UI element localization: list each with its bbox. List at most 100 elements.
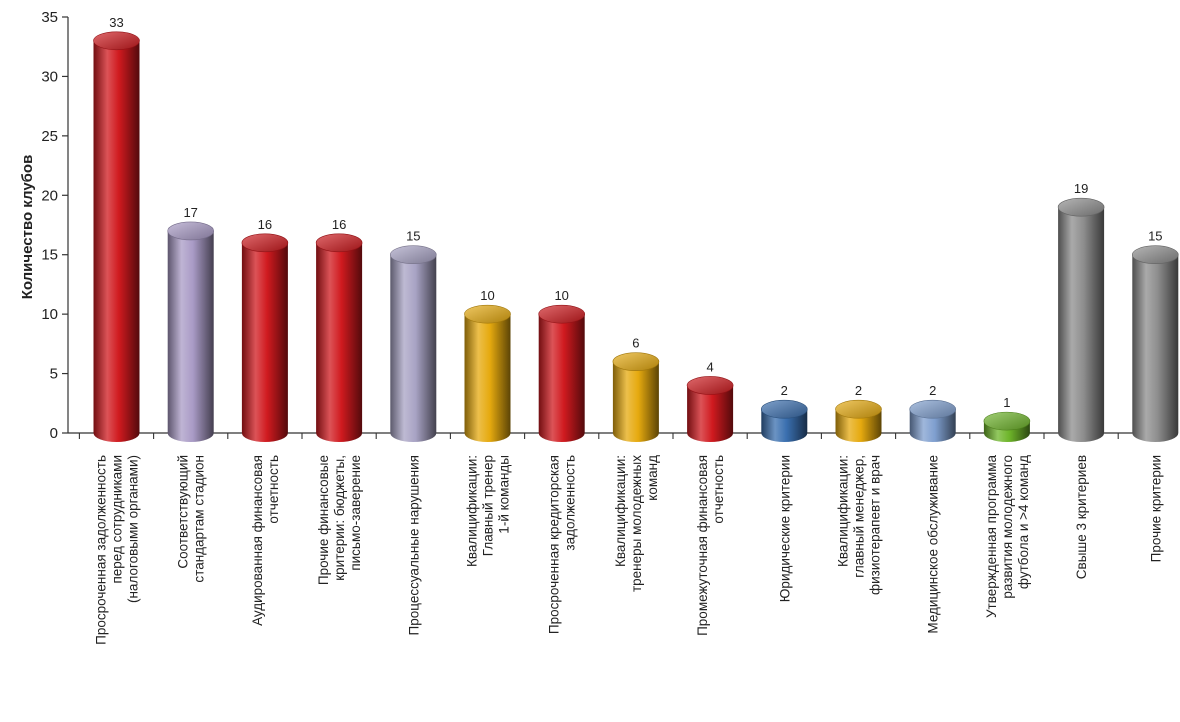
bar-body: [464, 314, 511, 442]
data-label: 15: [1148, 229, 1162, 244]
y-tick-label: 20: [41, 187, 58, 204]
category-label-line: команд: [645, 455, 660, 501]
category-label-line: Процессуальные нарушения: [406, 455, 421, 635]
bar: [1057, 197, 1105, 442]
data-label: 15: [406, 229, 420, 244]
category-label-line: Свыше 3 критериев: [1074, 455, 1089, 579]
category-label-line: Юридические критерии: [777, 455, 792, 602]
category-label: Промежуточная финансовая отчетность: [695, 455, 726, 636]
category-label-line: отчетность: [711, 455, 726, 524]
category-label-line: развития молодежного: [1000, 455, 1015, 599]
bar-body: [390, 254, 437, 442]
bar-body: [687, 385, 734, 442]
category-label-line: Аудированная финансовая: [250, 455, 265, 626]
category-labels: Просроченная задолженность перед сотрудни…: [94, 455, 1164, 645]
category-label-line: футбола и >4 команд: [1016, 455, 1031, 589]
data-label: 2: [781, 383, 788, 398]
bar-top: [538, 304, 586, 324]
category-label: Просроченная кредиторская задолженность: [547, 455, 578, 634]
data-label: 10: [480, 288, 494, 303]
bar-top: [464, 304, 511, 324]
bar-body: [93, 40, 140, 443]
category-label-line: Утвержденная программа: [984, 455, 999, 619]
bar: [241, 233, 289, 442]
bar-body: [1132, 254, 1179, 442]
category-label: Медицинское обслуживание: [926, 455, 941, 634]
data-label: 19: [1074, 181, 1088, 196]
bar-top: [389, 245, 437, 265]
bar-body: [316, 242, 363, 442]
bar-body: [167, 230, 214, 442]
bars: [93, 31, 1179, 443]
category-label-line: главный менеджер,: [852, 455, 867, 578]
data-label: 10: [554, 288, 568, 303]
category-label: Процессуальные нарушения: [406, 455, 421, 635]
bar-body: [909, 409, 956, 442]
bar-top: [983, 411, 1031, 431]
category-label-line: 1-й команды: [497, 455, 512, 534]
bar-top: [241, 233, 289, 253]
category-label-line: стандартам стадион: [192, 455, 207, 583]
data-labels: 33 17 16 16 15 10 10 6 4 2 2 2 1 19 15: [109, 15, 1162, 410]
bar-top: [909, 399, 957, 419]
category-label-line: Квалицификации:: [613, 455, 628, 567]
category-label: Юридические критерии: [777, 455, 792, 602]
category-label-line: тренеры молодежных: [629, 455, 644, 592]
bar-top: [835, 399, 882, 419]
category-label: Утвержденная программа развития молодежно…: [984, 455, 1031, 619]
bar-top: [612, 352, 660, 371]
data-label: 16: [332, 217, 346, 232]
bar: [389, 245, 437, 442]
bar: [538, 304, 586, 442]
category-label: Просроченная задолженность перед сотрудни…: [94, 455, 141, 645]
y-tick-label: 30: [41, 68, 58, 85]
bar: [835, 399, 882, 442]
category-label-line: Промежуточная финансовая: [695, 455, 710, 636]
bar-body: [761, 409, 808, 442]
bar-body: [612, 361, 659, 442]
category-label-line: задолженность: [563, 455, 578, 551]
category-label-line: физиотерапевт и врач: [868, 455, 883, 595]
y-tick-label: 5: [50, 366, 58, 383]
category-label-line: Медицинское обслуживание: [926, 455, 941, 634]
bar-body: [538, 314, 585, 442]
bar-top: [686, 376, 734, 395]
category-label: Прочие критерии: [1148, 455, 1163, 562]
bar: [909, 399, 957, 442]
category-label: Квалицификации: тренеры молодежных команд: [613, 455, 660, 592]
bar-body: [241, 242, 288, 442]
bar-body: [835, 409, 882, 442]
bar-top: [1057, 197, 1105, 217]
bar-top: [167, 221, 214, 241]
category-label-line: письмо-заверение: [348, 455, 363, 571]
y-tick-label: 0: [50, 425, 58, 442]
y-tick-label: 10: [41, 306, 58, 323]
category-label-line: перед сотрудниками: [110, 455, 125, 584]
category-label-line: Прочие финансовые: [316, 455, 331, 585]
y-tick-label: 35: [41, 9, 58, 26]
bar: [760, 399, 808, 442]
bar-top: [315, 233, 363, 253]
category-label-line: Соответствующий: [176, 455, 191, 569]
bar: [93, 31, 140, 443]
category-label-line: Квалицификации:: [465, 455, 480, 567]
category-label-line: Квалицификации:: [836, 455, 851, 567]
bar-body: [1058, 207, 1105, 442]
bar-top: [1132, 245, 1179, 265]
bar: [1132, 245, 1179, 442]
data-label: 6: [632, 336, 639, 351]
category-label: Соответствующий стандартам стадион: [176, 455, 207, 583]
category-label-line: Главный тренер: [481, 455, 496, 556]
bar-top: [93, 31, 140, 51]
category-label-line: критерии: бюджеты,: [332, 455, 347, 581]
category-label: Квалицификации: Главный тренер 1-й команды: [465, 455, 512, 567]
y-tick-label: 15: [41, 247, 58, 264]
data-label: 17: [183, 205, 197, 220]
category-label: Свыше 3 критериев: [1074, 455, 1089, 579]
bar: [612, 352, 660, 442]
bar: [315, 233, 363, 442]
category-label: Аудированная финансовая отчетность: [250, 455, 281, 626]
y-axis-title: Количество клубов: [19, 155, 36, 300]
category-label: Квалицификации: главный менеджер, физиотер…: [836, 455, 883, 595]
